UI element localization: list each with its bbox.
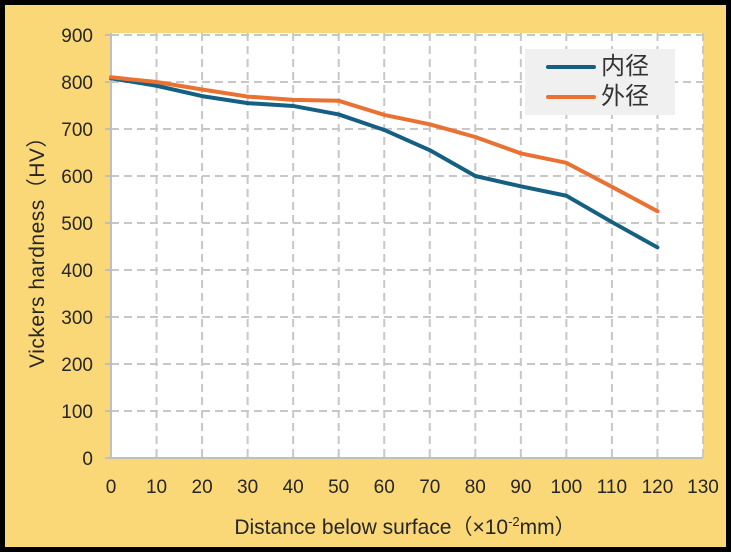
x-axis-title-superscript: -2 (508, 514, 520, 529)
y-tick-label: 400 (61, 261, 93, 282)
x-tick-label: 40 (283, 477, 304, 498)
x-tick-label: 120 (642, 477, 674, 498)
y-tick-label: 0 (82, 449, 93, 470)
legend-item-naikei: 内径 (546, 55, 675, 79)
x-tick-label: 130 (687, 477, 719, 498)
x-tick-label: 0 (106, 477, 117, 498)
x-tick-label: 60 (374, 477, 395, 498)
x-tick-label: 20 (192, 477, 213, 498)
x-tick-label: 80 (465, 477, 486, 498)
x-tick-label: 70 (419, 477, 440, 498)
x-tick-label: 110 (597, 477, 627, 498)
y-tick-label: 600 (61, 167, 93, 188)
y-tick-label: 100 (61, 402, 93, 423)
y-axis-title: Vickers hardness（HV） (26, 126, 49, 368)
series-line-外径 (109, 75, 660, 214)
x-axis-title-unit: mm） (519, 516, 576, 539)
y-tick-label: 800 (61, 73, 93, 94)
y-tick-label: 200 (61, 355, 93, 376)
x-tick-label: 30 (237, 477, 258, 498)
legend-item-gaikei: 外径 (546, 85, 675, 109)
series-line-内径 (109, 76, 660, 250)
y-tick-label: 700 (61, 120, 93, 141)
x-tick-label: 50 (328, 477, 349, 498)
x-axis-title-text: Distance below surface（×10 (234, 516, 509, 539)
legend: 内径 外径 (525, 49, 675, 115)
series-1-line-swatch (546, 95, 596, 99)
x-axis-title: Distance below surface（×10-2mm） (234, 511, 575, 541)
legend-label-series-0: 内径 (601, 53, 649, 80)
y-tick-label: 300 (61, 308, 93, 329)
x-tick-label: 10 (146, 477, 167, 498)
legend-label-series-1: 外径 (601, 83, 649, 110)
y-tick-label: 500 (61, 214, 93, 235)
x-tick-label: 100 (551, 477, 583, 498)
x-tick-label: 90 (510, 477, 531, 498)
series-0-line-swatch (546, 65, 596, 69)
y-tick-label: 900 (61, 26, 93, 47)
